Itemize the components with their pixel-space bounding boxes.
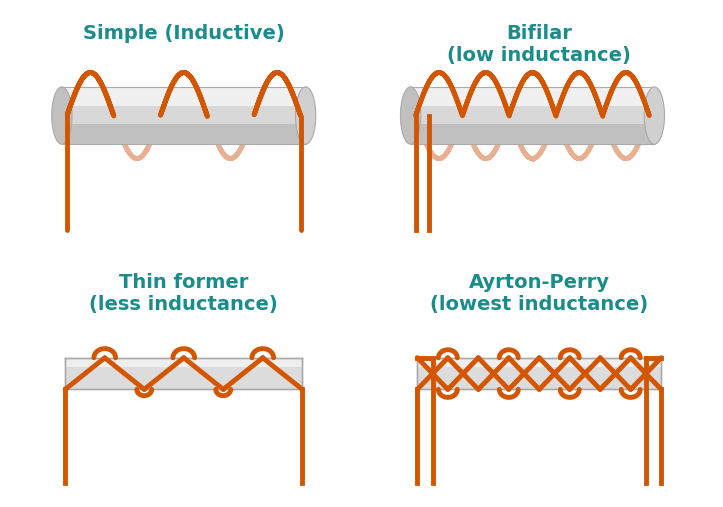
Ellipse shape: [644, 87, 664, 144]
Polygon shape: [62, 124, 306, 144]
Text: Simple (Inductive): Simple (Inductive): [83, 24, 285, 43]
Polygon shape: [65, 358, 302, 367]
Polygon shape: [62, 87, 306, 144]
Polygon shape: [411, 124, 654, 144]
Polygon shape: [65, 358, 302, 389]
Polygon shape: [65, 358, 302, 367]
Text: Bifilar
(low inductance): Bifilar (low inductance): [448, 24, 631, 65]
Polygon shape: [417, 358, 661, 389]
Polygon shape: [417, 358, 661, 367]
Text: Thin former
(less inductance): Thin former (less inductance): [90, 273, 278, 314]
Polygon shape: [411, 87, 654, 144]
Text: Ayrton-Perry
(lowest inductance): Ayrton-Perry (lowest inductance): [430, 273, 649, 314]
Polygon shape: [417, 358, 661, 367]
Ellipse shape: [52, 87, 72, 144]
Polygon shape: [411, 87, 654, 105]
Ellipse shape: [401, 87, 421, 144]
Polygon shape: [417, 358, 661, 389]
Polygon shape: [62, 87, 306, 105]
Polygon shape: [65, 358, 302, 389]
Ellipse shape: [296, 87, 316, 144]
